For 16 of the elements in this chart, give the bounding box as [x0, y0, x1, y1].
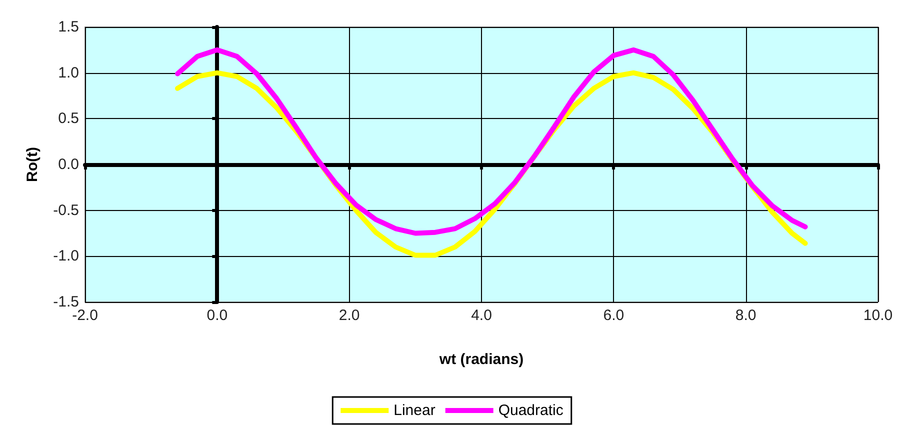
legend-label: Quadratic	[498, 402, 564, 419]
y-tick-label: 0.5	[58, 110, 79, 128]
y-axis-title: Ro(t)	[24, 147, 41, 182]
x-tick-label: 4.0	[471, 307, 492, 324]
y-tick-label: 1.0	[58, 64, 79, 82]
y-tick-label: 0.0	[58, 156, 79, 173]
y-tick-label: -1.0	[53, 248, 79, 265]
y-tick-label: -0.5	[53, 202, 79, 219]
y-tick-label: 1.5	[58, 18, 79, 36]
x-axis-title: wt (radians)	[438, 351, 524, 368]
x-tick-label: 0.0	[206, 307, 228, 324]
legend-label: Linear	[394, 402, 436, 419]
x-tick-label: 8.0	[735, 307, 756, 324]
x-tick-label: 6.0	[603, 307, 624, 324]
x-tick-label: 10.0	[863, 307, 893, 324]
x-tick-label: 2.0	[338, 307, 360, 324]
